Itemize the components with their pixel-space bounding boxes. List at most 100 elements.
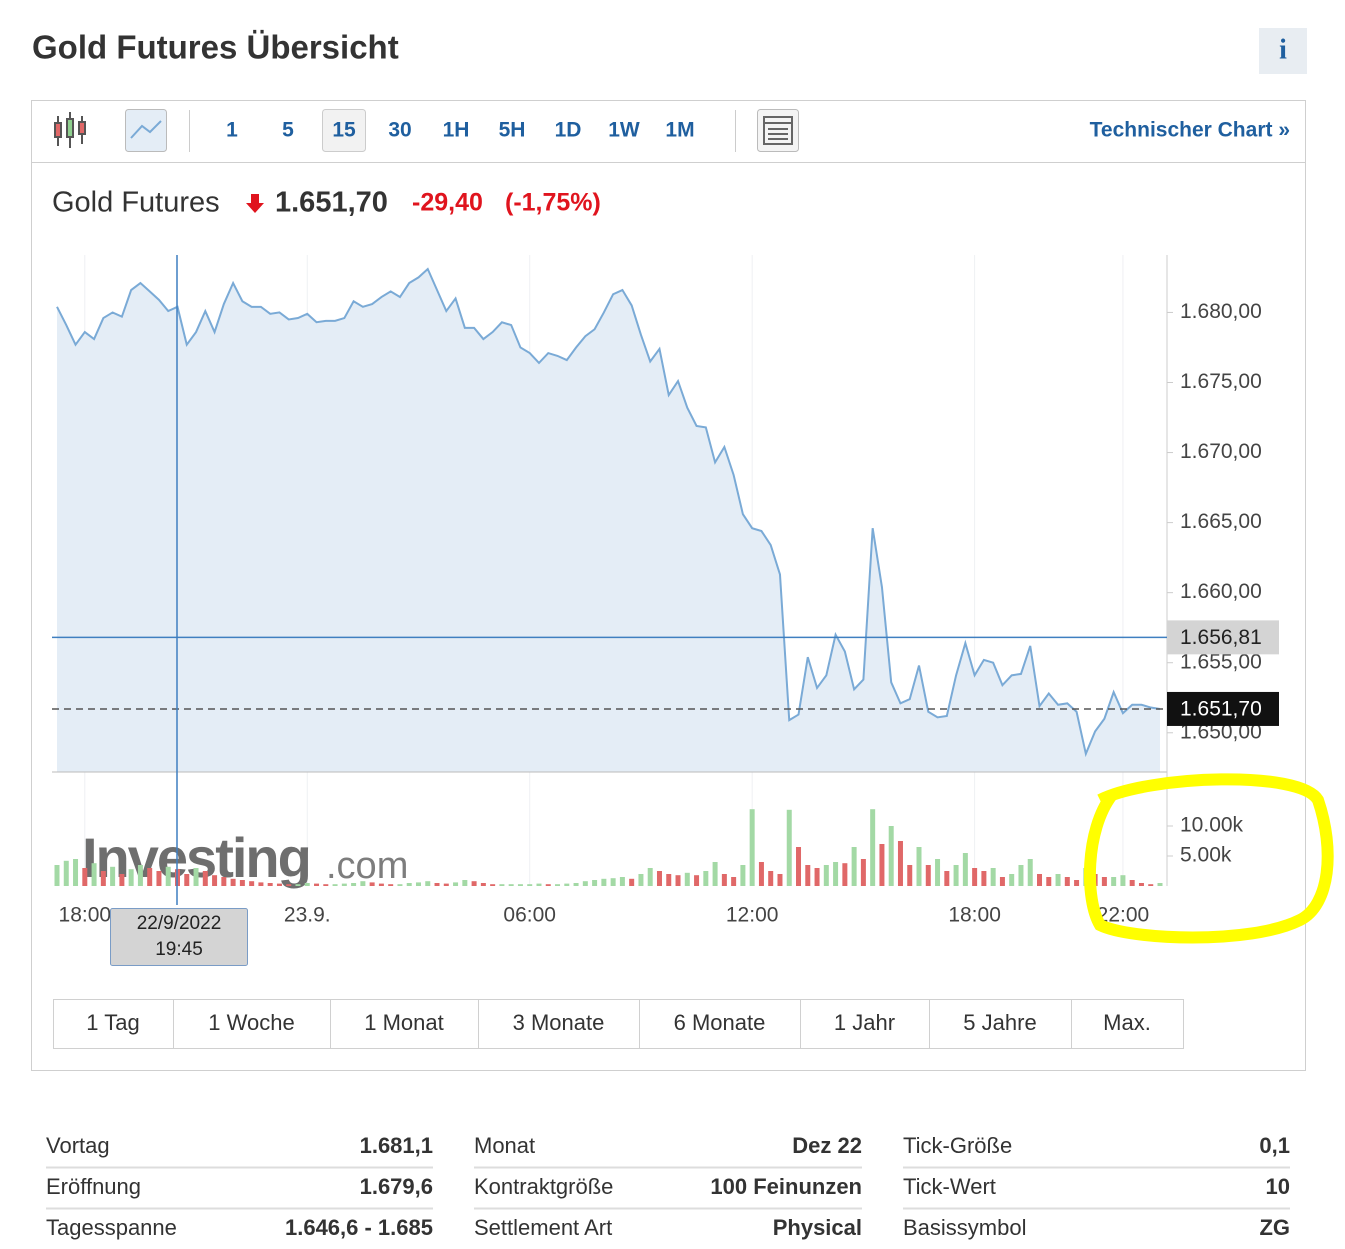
stat-label: Basissymbol: [903, 1215, 1026, 1240]
volume-bar: [230, 878, 236, 886]
range-button[interactable]: [800, 999, 930, 1049]
x-tick-label: 18:00: [59, 904, 112, 927]
crosshair-date: 22/9/2022: [137, 913, 222, 934]
quote-change-percent: (-1,75%): [505, 189, 601, 217]
range-label[interactable]: 5 Jahre: [963, 1010, 1036, 1035]
volume-bar: [165, 866, 171, 886]
layout-button[interactable]: [757, 109, 799, 152]
volume-bar: [879, 844, 885, 886]
stat-label: Monat: [474, 1133, 535, 1158]
volume-bar: [962, 853, 968, 886]
range-label[interactable]: 1 Tag: [86, 1010, 139, 1035]
volume-bar: [935, 859, 941, 886]
technical-chart-link[interactable]: Technischer Chart »: [1090, 119, 1290, 142]
volume-bar: [972, 868, 978, 886]
interval-button[interactable]: 5: [282, 119, 294, 142]
range-label[interactable]: 1 Woche: [208, 1010, 294, 1035]
volume-bar: [1046, 877, 1052, 886]
interval-button[interactable]: 15: [332, 119, 356, 142]
interval-button[interactable]: 1M: [665, 119, 694, 142]
interval-button[interactable]: 1: [226, 119, 238, 142]
range-label[interactable]: 3 Monate: [513, 1010, 605, 1035]
interval-button[interactable]: 5H: [499, 119, 526, 142]
volume-bar: [703, 871, 709, 886]
range-button[interactable]: [330, 999, 479, 1049]
y-tick-label: 1.680,00: [1180, 300, 1262, 323]
interval-button[interactable]: 1W: [608, 119, 640, 142]
range-buttons: 1 Tag 1 Woche 1 Monat 3 Monate 6 Monate 1 Jah…: [53, 999, 1184, 1049]
volume-bar: [981, 871, 987, 886]
volume-bar: [480, 883, 486, 886]
range-label[interactable]: 1 Monat: [364, 1010, 444, 1035]
volume-bar: [499, 884, 505, 886]
interval-button[interactable]: 1D: [555, 119, 582, 142]
range-label[interactable]: 6 Monate: [674, 1010, 766, 1035]
range-button[interactable]: [173, 999, 331, 1049]
range-label[interactable]: Max.: [1103, 1010, 1151, 1035]
volume-bar: [907, 865, 913, 886]
volume-bar: [814, 868, 820, 886]
volume-bar: [1064, 877, 1070, 886]
volume-bar: [860, 859, 866, 886]
volume-bar: [388, 884, 394, 886]
volume-bar: [425, 881, 431, 886]
line-chart-button[interactable]: [125, 109, 167, 152]
volume-bar: [999, 877, 1005, 886]
interval-button[interactable]: 1H: [443, 119, 470, 142]
stat-value: 1.681,1: [360, 1133, 433, 1158]
stat-value: 0,1: [1259, 1133, 1290, 1158]
volume-bar: [471, 881, 477, 886]
volume-bar: [601, 878, 607, 886]
volume-bar: [740, 865, 746, 886]
volume-bar: [786, 809, 792, 886]
volume-bar: [1111, 877, 1117, 886]
volume-bar: [925, 865, 931, 886]
volume-bar: [666, 874, 672, 886]
last-price-label: 1.651,70: [1180, 697, 1262, 720]
interval-button[interactable]: 30: [388, 119, 411, 142]
down-arrow-icon: [246, 194, 264, 213]
quote-change: -29,40: [412, 189, 483, 217]
volume-bar: [656, 871, 662, 886]
volume-bar: [527, 884, 533, 886]
volume-bar: [1009, 874, 1015, 886]
x-tick-label: 23.9.: [284, 904, 331, 927]
x-tick-label: 12:00: [726, 904, 779, 927]
volume-bar: [870, 809, 876, 886]
range-button[interactable]: [53, 999, 174, 1049]
watermark: .com: [326, 845, 408, 887]
range-label[interactable]: 1 Jahr: [834, 1010, 895, 1035]
info-button[interactable]: [1259, 28, 1307, 74]
volume-bar: [721, 874, 727, 886]
range-button[interactable]: [1071, 999, 1184, 1049]
volume-bar: [490, 884, 496, 886]
volume-bar: [1120, 875, 1126, 886]
y-tick-label: 1.670,00: [1180, 440, 1262, 463]
volume-bar: [1148, 884, 1154, 886]
price-line: [56, 267, 1161, 758]
volume-bar: [351, 883, 357, 886]
info-icon[interactable]: i: [1279, 34, 1287, 65]
range-button[interactable]: [929, 999, 1072, 1049]
volume-bar: [304, 883, 310, 886]
volume-bar: [758, 862, 764, 886]
volume-bar: [314, 883, 320, 886]
volume-bar: [944, 871, 950, 886]
volume-bar: [369, 882, 375, 886]
range-button[interactable]: [639, 999, 801, 1049]
candlestick-icon[interactable]: [54, 112, 86, 148]
x-tick-label: 22:00: [1097, 904, 1150, 927]
volume-bar: [777, 874, 783, 886]
volume-bar: [619, 877, 625, 886]
volume-bar: [82, 868, 88, 886]
volume-bar: [508, 884, 514, 886]
y2-tick-label: 5.00k: [1180, 844, 1232, 867]
stat-value: 1.646,6 - 1.685: [285, 1215, 433, 1240]
stat-label: Tick-Größe: [903, 1133, 1012, 1158]
interval-selected[interactable]: [322, 109, 366, 152]
stat-value: ZG: [1259, 1215, 1290, 1240]
volume-bar: [592, 880, 598, 886]
crosshair-price-label: 1.656,81: [1180, 626, 1262, 649]
stats-table: Vortag 1.681,1 Eröffnung 1.679,6 Tagesspanne…: [46, 1133, 1290, 1240]
volume-bar: [137, 865, 143, 886]
